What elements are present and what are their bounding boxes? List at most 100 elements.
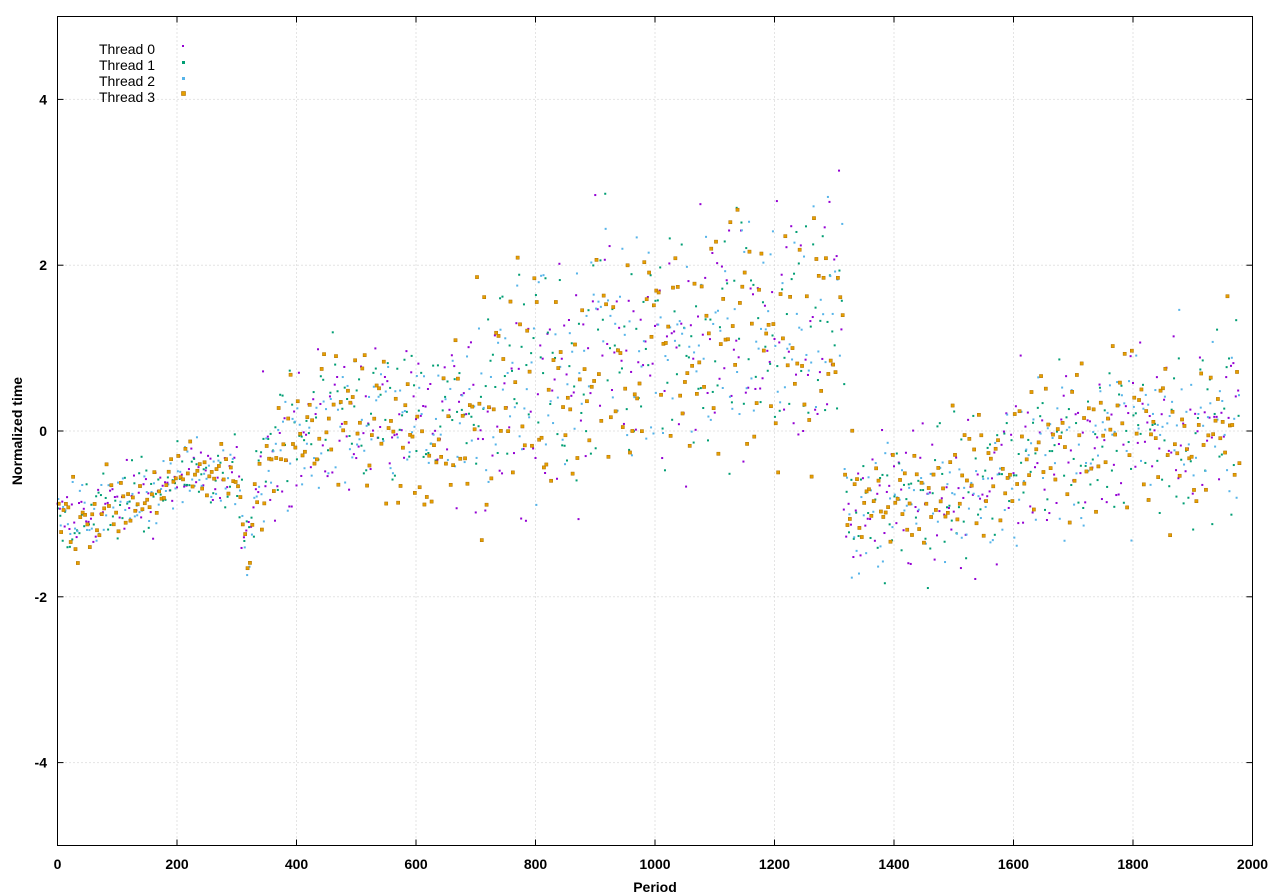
- data-point: [477, 327, 480, 330]
- data-point: [360, 444, 363, 447]
- data-point: [384, 418, 387, 421]
- data-point: [1225, 294, 1230, 299]
- data-point: [885, 490, 888, 493]
- data-point: [654, 324, 656, 327]
- data-point: [568, 365, 571, 368]
- data-point: [928, 491, 931, 494]
- data-point: [1099, 390, 1102, 393]
- data-point: [1025, 448, 1028, 451]
- data-point: [916, 510, 919, 513]
- data-point: [1089, 466, 1094, 471]
- data-point: [95, 539, 98, 542]
- data-point: [941, 486, 945, 491]
- data-point: [855, 477, 859, 481]
- data-point: [744, 391, 747, 394]
- data-point: [413, 491, 417, 495]
- data-point: [462, 392, 465, 395]
- data-point: [707, 415, 710, 418]
- data-point: [1220, 411, 1223, 414]
- data-point: [149, 511, 152, 514]
- data-point: [1237, 414, 1240, 417]
- data-point: [289, 462, 292, 465]
- data-point: [845, 490, 848, 493]
- data-point: [1058, 435, 1063, 439]
- data-point: [1214, 445, 1217, 448]
- data-point: [82, 507, 85, 510]
- data-point: [955, 532, 958, 535]
- data-point: [341, 376, 344, 379]
- data-point: [616, 409, 619, 412]
- data-point: [303, 439, 306, 442]
- data-point: [1144, 461, 1147, 464]
- data-point: [207, 464, 210, 467]
- data-point: [235, 446, 238, 449]
- data-point: [422, 455, 425, 458]
- data-point: [1043, 508, 1046, 511]
- data-point: [695, 305, 698, 308]
- data-point: [119, 500, 122, 503]
- data-point: [61, 500, 64, 503]
- data-point: [577, 518, 580, 521]
- data-point: [764, 331, 769, 336]
- data-point: [451, 359, 454, 362]
- data-point: [174, 487, 177, 490]
- data-point: [101, 511, 104, 514]
- data-point: [489, 375, 492, 378]
- data-point: [408, 451, 411, 454]
- data-point: [1153, 422, 1156, 425]
- data-point: [114, 510, 118, 515]
- data-point: [850, 428, 855, 433]
- data-point: [692, 441, 695, 444]
- data-point: [1177, 477, 1180, 480]
- data-point: [979, 433, 984, 438]
- legend-marker: [182, 45, 184, 47]
- x-tick-label: 1200: [759, 856, 790, 872]
- data-point: [290, 505, 293, 508]
- data-point: [494, 443, 497, 446]
- data-point: [252, 506, 255, 509]
- data-point: [904, 451, 907, 454]
- data-point: [633, 396, 636, 399]
- data-point: [1057, 443, 1060, 446]
- data-point: [1103, 409, 1106, 412]
- data-point: [417, 362, 420, 365]
- data-point: [900, 549, 903, 552]
- data-point: [938, 422, 941, 425]
- data-point: [66, 505, 71, 510]
- data-point: [1173, 377, 1176, 380]
- data-point: [432, 433, 435, 436]
- data-point: [1161, 386, 1165, 391]
- data-point: [171, 479, 176, 484]
- data-point: [413, 425, 416, 428]
- data-point: [209, 470, 214, 474]
- data-point: [429, 499, 434, 504]
- data-point: [663, 469, 666, 472]
- data-point: [597, 372, 601, 376]
- data-point: [750, 279, 753, 282]
- data-point: [489, 476, 494, 481]
- data-point: [1084, 464, 1087, 467]
- data-point: [513, 398, 516, 401]
- data-point: [61, 539, 64, 542]
- data-point: [216, 476, 219, 479]
- data-point: [996, 473, 999, 476]
- data-point: [1198, 356, 1201, 359]
- data-point: [838, 169, 841, 172]
- data-point: [608, 415, 613, 420]
- data-point: [324, 470, 327, 473]
- data-point: [806, 373, 809, 376]
- legend: Thread 0 Thread 1 Thread 2 Thread 3: [99, 41, 186, 105]
- data-point: [556, 433, 559, 436]
- data-point: [929, 547, 932, 550]
- data-point: [372, 416, 377, 421]
- data-point: [795, 312, 798, 315]
- data-point: [757, 347, 760, 350]
- data-point: [479, 429, 482, 432]
- data-point: [657, 323, 660, 326]
- data-point: [1151, 412, 1154, 415]
- data-point: [367, 463, 372, 468]
- data-point: [867, 512, 870, 515]
- data-point: [546, 332, 549, 335]
- data-point: [881, 428, 884, 431]
- data-point: [1110, 413, 1113, 416]
